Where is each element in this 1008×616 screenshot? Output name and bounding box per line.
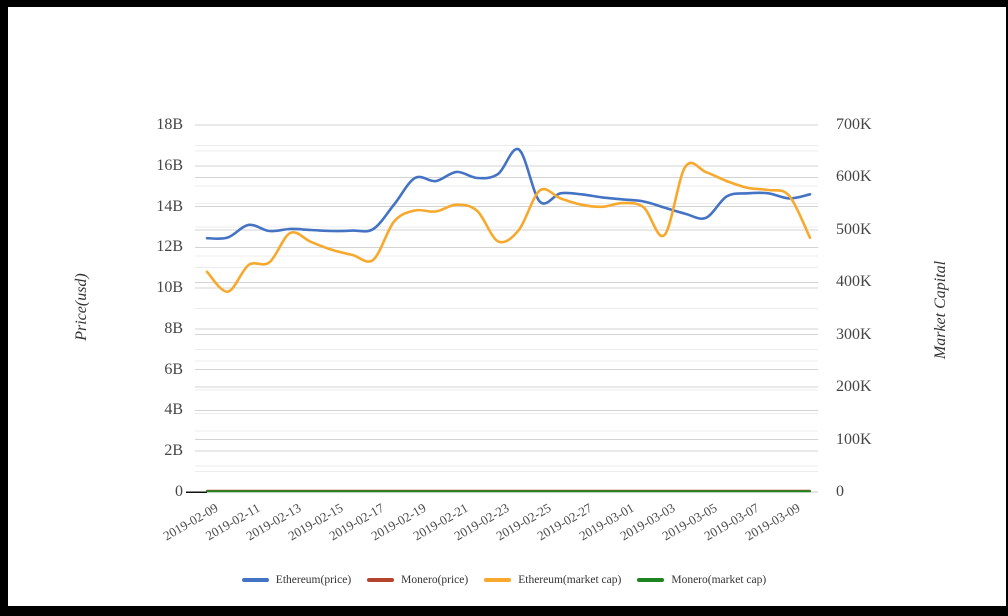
frame-border-top: [0, 0, 1008, 7]
legend-item-monero-market-cap-[interactable]: Monero(market cap): [637, 574, 766, 586]
legend-line-swatch: [241, 578, 269, 582]
left-axis-title: Price(usd): [73, 273, 90, 341]
legend-label: Monero(price): [401, 574, 469, 586]
right-y-tick-label: 200K: [836, 378, 872, 396]
left-y-tick-label: 4B: [164, 401, 183, 419]
legend: Ethereum(price) Monero(price) Ethereum(mar…: [0, 574, 1008, 586]
legend-label: Ethereum(market cap): [518, 574, 622, 586]
right-y-tick-label: 100K: [836, 430, 872, 448]
left-y-tick-label: 2B: [164, 442, 183, 460]
frame-border-bottom: [0, 606, 1008, 616]
left-y-tick-label: 6B: [164, 360, 183, 378]
legend-item-ethereum-market-cap-[interactable]: Ethereum(market cap): [484, 574, 621, 586]
right-y-tick-label: 0: [836, 483, 844, 500]
frame-border-left: [0, 0, 8, 616]
legend-item-monero-price-[interactable]: Monero(price): [367, 574, 468, 586]
right-y-tick-label: 700K: [836, 116, 872, 133]
series-line-ethereum-market-cap-: [205, 161, 812, 293]
left-y-tick-label: 10B: [156, 279, 183, 297]
legend-line-swatch: [484, 578, 512, 582]
series-line-ethereum-price-: [205, 147, 812, 241]
left-y-tick-label: 16B: [156, 156, 183, 174]
right-y-tick-label: 600K: [836, 168, 872, 186]
frame-border-right: [1006, 0, 1008, 616]
right-y-tick-label: 300K: [836, 325, 872, 343]
legend-line-swatch: [637, 578, 665, 582]
right-y-tick-label: 500K: [836, 220, 872, 238]
left-y-tick-label: 14B: [156, 197, 183, 215]
legend-label: Ethereum(price): [275, 574, 352, 586]
left-y-tick-label: 0: [175, 483, 183, 500]
legend-label: Monero(market cap): [671, 574, 767, 586]
right-axis-title: Market Capital: [932, 260, 949, 360]
left-y-tick-label: 12B: [156, 238, 183, 256]
left-y-tick-label: 8B: [164, 319, 183, 337]
legend-item-ethereum-price-[interactable]: Ethereum(price): [241, 574, 352, 586]
right-y-tick-label: 400K: [836, 273, 872, 291]
legend-line-swatch: [367, 578, 395, 582]
left-y-tick-label: 18B: [156, 116, 183, 133]
